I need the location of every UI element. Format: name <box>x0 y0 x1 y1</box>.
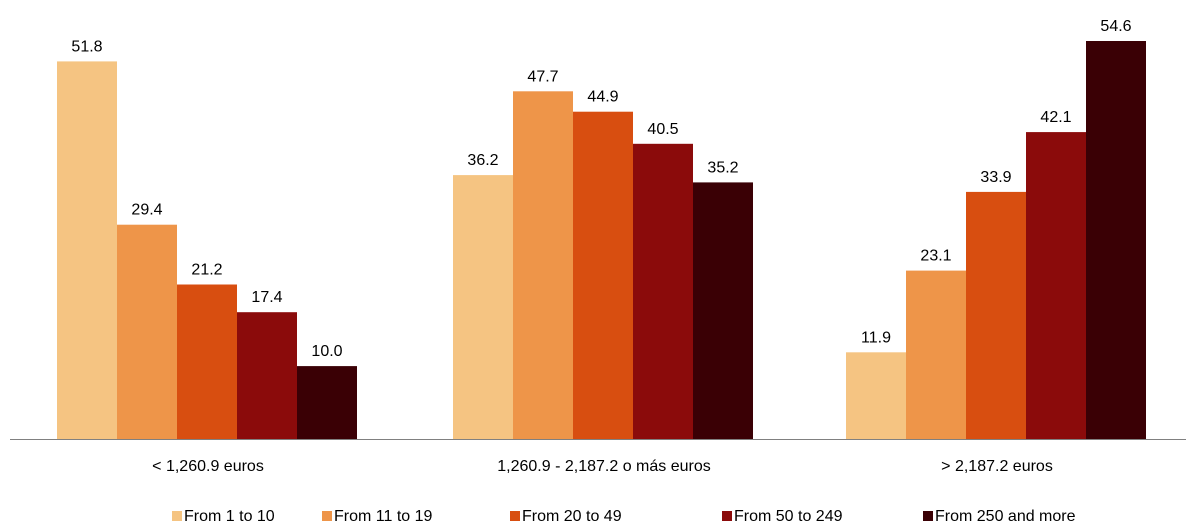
legend: From 1 to 10 From 11 to 19 From 20 to 49 Fr… <box>172 508 1076 525</box>
data-label: 29.4 <box>131 202 162 219</box>
bar-3-cat-3 <box>966 191 1026 439</box>
legend-swatch <box>722 511 732 521</box>
bar-1-cat-2 <box>453 175 513 439</box>
category-labels-group: < 1,260.9 euros 1,260.9 - 2,187.2 o más e… <box>152 458 1053 475</box>
bar-2-cat-2 <box>513 91 573 440</box>
legend-swatch <box>510 511 520 521</box>
data-label: 35.2 <box>707 159 738 176</box>
legend-swatch <box>172 511 182 521</box>
bar-4-cat-2 <box>633 143 693 440</box>
legend-item: From 50 to 249 <box>722 508 843 525</box>
bar-2-cat-3 <box>906 270 966 439</box>
legend-item: From 250 and more <box>923 508 1076 525</box>
data-label: 51.8 <box>71 38 102 55</box>
data-label: 44.9 <box>587 89 618 106</box>
legend-label: From 250 and more <box>935 508 1076 525</box>
legend-label: From 11 to 19 <box>334 508 433 525</box>
legend-swatch <box>923 511 933 521</box>
data-label: 10.0 <box>311 343 342 360</box>
legend-label: From 50 to 249 <box>734 508 843 525</box>
data-label: 17.4 <box>251 289 282 306</box>
bar-3-cat-2 <box>573 111 633 439</box>
category-label: 1,260.9 - 2,187.2 o más euros <box>497 458 710 475</box>
data-label: 33.9 <box>980 169 1011 186</box>
bar-5-cat-2 <box>693 182 753 439</box>
bar-4-cat-3 <box>1026 132 1086 439</box>
bar-3-cat-1 <box>177 284 237 439</box>
category-label: < 1,260.9 euros <box>152 458 264 475</box>
bars-group <box>57 41 1146 440</box>
data-label: 40.5 <box>647 121 678 138</box>
legend-item: From 20 to 49 <box>510 508 622 525</box>
legend-item: From 11 to 19 <box>322 508 433 525</box>
bar-5-cat-1 <box>297 366 357 439</box>
data-label: 54.6 <box>1100 18 1131 35</box>
data-label: 42.1 <box>1040 109 1071 126</box>
category-label: > 2,187.2 euros <box>941 458 1053 475</box>
bar-5-cat-3 <box>1086 41 1146 439</box>
data-label: 47.7 <box>527 68 558 85</box>
legend-label: From 1 to 10 <box>184 508 275 525</box>
data-label: 23.1 <box>920 248 951 265</box>
data-label: 11.9 <box>861 329 891 346</box>
legend-label: From 20 to 49 <box>522 508 622 525</box>
legend-swatch <box>322 511 332 521</box>
data-label: 36.2 <box>467 152 498 169</box>
bar-2-cat-1 <box>117 224 177 439</box>
legend-item: From 1 to 10 <box>172 508 275 525</box>
data-label: 21.2 <box>191 262 222 279</box>
bar-1-cat-1 <box>57 61 117 440</box>
bar-1-cat-3 <box>846 352 906 439</box>
bar-4-cat-1 <box>237 312 297 439</box>
data-labels-group: 51.8 29.4 21.2 17.4 10.0 36.2 47.7 44.9 40.5 35.2… <box>71 18 1131 360</box>
